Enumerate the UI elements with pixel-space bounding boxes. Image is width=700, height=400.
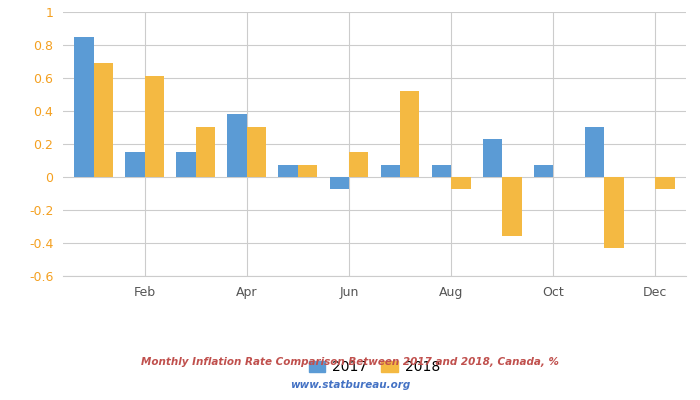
Legend: 2017, 2018: 2017, 2018 [303,355,446,380]
Bar [655,177,675,188]
Bar [196,128,215,177]
Bar [585,128,604,177]
Bar [330,177,349,188]
Bar [349,152,368,177]
Text: Monthly Inflation Rate Comparison Between 2017 and 2018, Canada, %: Monthly Inflation Rate Comparison Betwee… [141,357,559,367]
Bar [502,177,522,236]
Bar [176,152,196,177]
Bar [74,37,94,177]
Bar [298,166,317,177]
Bar [228,114,247,177]
Bar [534,166,553,177]
Bar [94,63,113,177]
Bar [145,76,164,177]
Bar [125,152,145,177]
Bar [483,139,502,177]
Text: www.statbureau.org: www.statbureau.org [290,380,410,390]
Bar [400,91,419,177]
Bar [432,166,451,177]
Bar [381,166,400,177]
Bar [451,177,470,188]
Bar [247,128,266,177]
Bar [604,177,624,248]
Bar [279,166,298,177]
